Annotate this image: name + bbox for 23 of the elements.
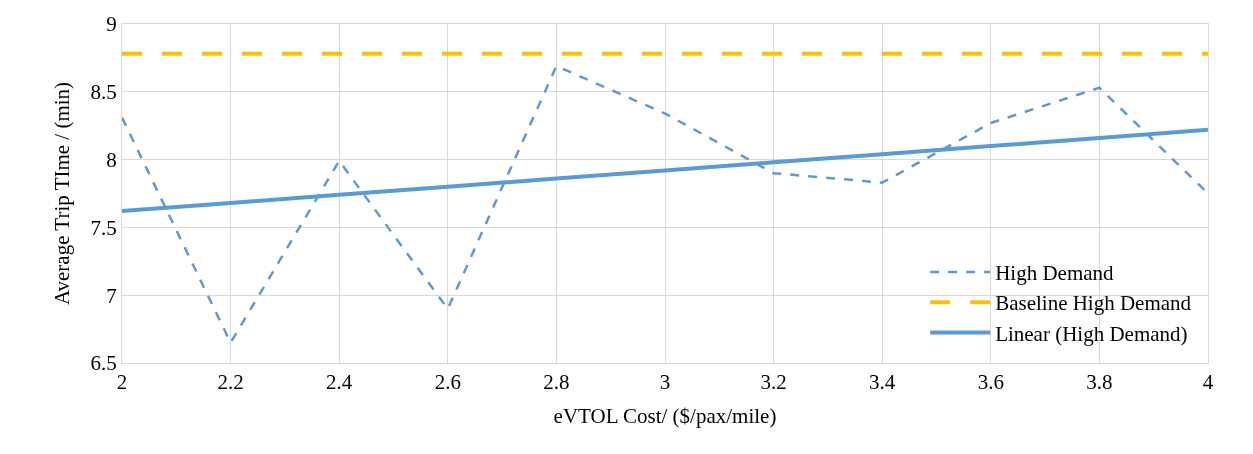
x-tick-label: 2 (116, 370, 128, 395)
y-tick-label: 9 (106, 12, 117, 37)
line-series (122, 64, 1208, 344)
y-tick-label: 8 (106, 147, 117, 172)
y-tick-label: 6.5 (90, 351, 117, 376)
x-tick-label: 3.4 (869, 370, 896, 395)
x-axis-title: eVTOL Cost/ ($/pax/mile) (553, 404, 777, 429)
x-tick-label: 2.4 (326, 370, 353, 395)
x-tick-label: 2.6 (434, 370, 461, 395)
x-tick-label: 3.8 (1086, 370, 1113, 395)
x-tick-label: 2.8 (543, 370, 570, 395)
legend-label: Linear (High Demand) (995, 321, 1188, 346)
y-tick-label: 7 (106, 283, 117, 308)
x-tick-label: 3 (659, 370, 671, 395)
x-tick-label: 2.2 (217, 370, 244, 395)
x-tick-label: 4 (1202, 370, 1214, 395)
y-tick-label: 7.5 (90, 215, 117, 240)
x-tick-label: 3.2 (760, 370, 787, 395)
x-tick-label: 3.6 (977, 370, 1004, 395)
legend-label: High Demand (995, 261, 1115, 286)
y-tick-label: 8.5 (90, 80, 117, 105)
y-axis-title: Average Trip TIme / (min) (49, 81, 74, 306)
legend-label: Baseline High Demand (995, 291, 1192, 316)
